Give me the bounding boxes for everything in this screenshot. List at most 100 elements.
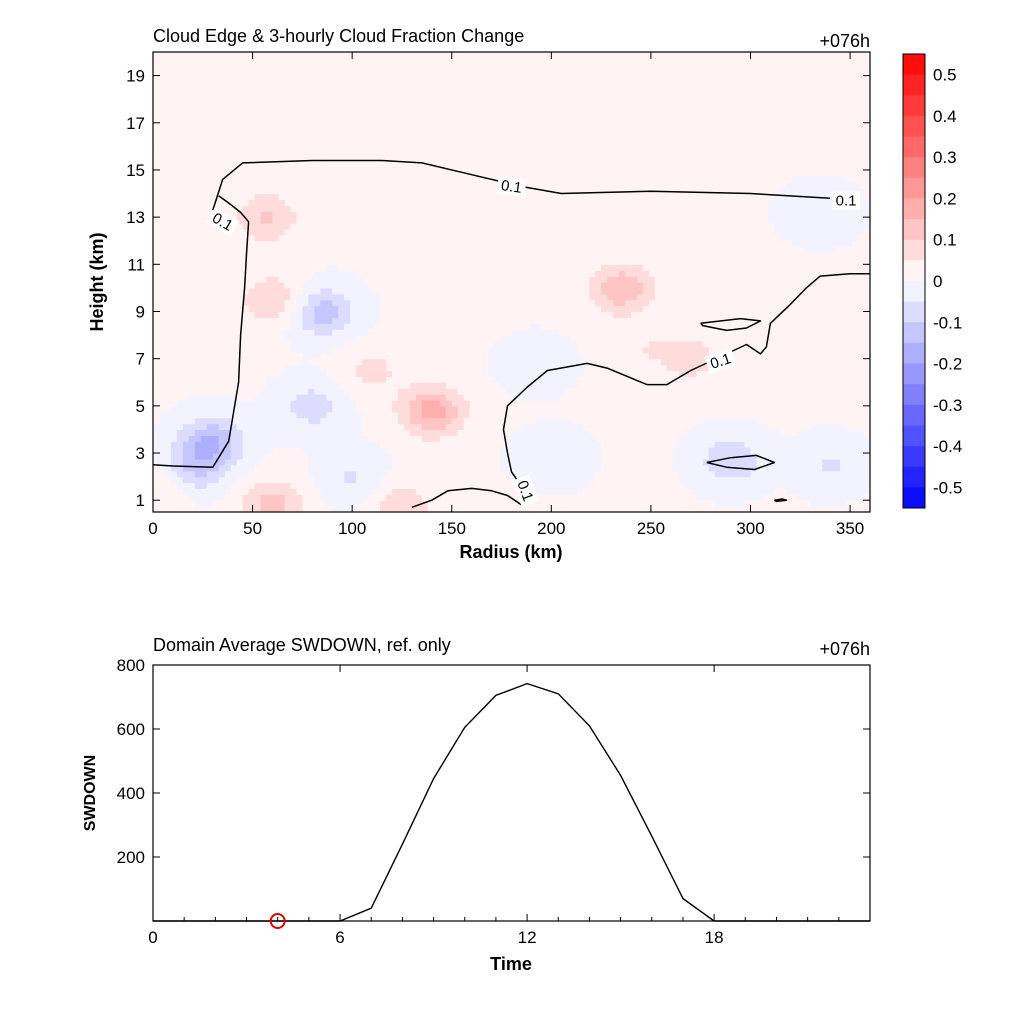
- heatmap-cell: [242, 87, 250, 94]
- heatmap-cell: [469, 193, 477, 201]
- heatmap-cell: [421, 110, 429, 118]
- heatmap-cell: [457, 305, 465, 313]
- heatmap-cell: [332, 329, 339, 336]
- heatmap-cell: [224, 105, 232, 112]
- heatmap-cell: [511, 211, 519, 218]
- heatmap-cell: [469, 311, 477, 318]
- heatmap-cell: [200, 258, 208, 265]
- heatmap-cell: [433, 169, 441, 177]
- heatmap-cell: [338, 52, 345, 59]
- heatmap-cell: [182, 105, 190, 112]
- heatmap-cell: [158, 181, 166, 189]
- heatmap-cell: [302, 234, 309, 242]
- heatmap-cell: [463, 158, 471, 165]
- heatmap-cell: [284, 128, 292, 136]
- heatmap-cell: [170, 128, 178, 136]
- heatmap-cell: [212, 93, 220, 100]
- heatmap-cell: [278, 270, 286, 277]
- heatmap-cell: [194, 193, 202, 201]
- heatmap-cell: [320, 164, 327, 171]
- heatmap-cell: [523, 458, 531, 466]
- heatmap-cell: [164, 217, 172, 224]
- heatmap-cell: [386, 240, 393, 248]
- heatmap-cell: [212, 317, 220, 324]
- heatmap-cell: [445, 246, 453, 254]
- heatmap-cell: [469, 146, 477, 153]
- heatmap-cell: [487, 128, 495, 136]
- heatmap-cell: [421, 364, 429, 372]
- heatmap-cell: [344, 211, 351, 218]
- heatmap-cell: [421, 193, 429, 201]
- heatmap-cell: [445, 394, 453, 401]
- heatmap-cell: [392, 500, 399, 507]
- heatmap-cell: [427, 181, 435, 189]
- heatmap-cell: [242, 246, 250, 254]
- heatmap-cell: [302, 211, 309, 218]
- heatmap-cell: [475, 352, 483, 360]
- heatmap-cell: [338, 494, 345, 501]
- heatmap-cell: [403, 146, 411, 153]
- heatmap-cell: [200, 63, 208, 71]
- heatmap-cell: [386, 358, 393, 366]
- heatmap-cell: [523, 352, 531, 360]
- heatmap-cell: [415, 199, 423, 206]
- heatmap-cell: [344, 447, 351, 454]
- heatmap-cell: [248, 146, 256, 153]
- heatmap-cell: [242, 405, 250, 413]
- heatmap-cell: [487, 52, 495, 59]
- heatmap-cell: [164, 75, 172, 83]
- heatmap-cell: [320, 258, 327, 265]
- heatmap-cell: [290, 299, 297, 307]
- heatmap-cell: [200, 358, 208, 366]
- heatmap-cell: [469, 258, 477, 265]
- heatmap-cell: [266, 282, 274, 289]
- heatmap-cell: [278, 75, 286, 83]
- heatmap-cell: [392, 441, 399, 448]
- heatmap-cell: [338, 134, 345, 142]
- heatmap-cell: [415, 122, 423, 130]
- heatmap-cell: [200, 217, 208, 224]
- heatmap-cell: [469, 335, 477, 342]
- heatmap-cell: [332, 175, 339, 183]
- heatmap-cell: [469, 246, 477, 254]
- heatmap-cell: [314, 246, 321, 254]
- heatmap-cell: [415, 470, 423, 478]
- heatmap-cell: [421, 270, 429, 277]
- heatmap-cell: [284, 340, 292, 348]
- heatmap-cell: [254, 99, 262, 106]
- heatmap-cell: [314, 187, 321, 195]
- heatmap-cell: [272, 258, 280, 265]
- heatmap-cell: [511, 105, 519, 112]
- heatmap-cell: [469, 205, 477, 212]
- heatmap-cell: [487, 81, 495, 88]
- heatmap-cell: [481, 293, 489, 301]
- heatmap-cell: [338, 423, 345, 431]
- heatmap-cell: [206, 158, 214, 165]
- heatmap-cell: [427, 470, 435, 478]
- heatmap-cell: [314, 181, 321, 189]
- heatmap-cell: [368, 282, 375, 289]
- heatmap-cell: [248, 234, 256, 242]
- heatmap-cell: [266, 453, 274, 460]
- heatmap-cell: [469, 399, 477, 407]
- heatmap-cell: [457, 470, 465, 478]
- heatmap-cell: [296, 464, 303, 472]
- heatmap-cell: [176, 175, 184, 183]
- heatmap-cell: [499, 329, 507, 336]
- heatmap-cell: [356, 69, 363, 77]
- heatmap-cell: [380, 270, 387, 277]
- heatmap-cell: [260, 146, 268, 153]
- heatmap-cell: [350, 323, 357, 330]
- heatmap-cell: [200, 234, 208, 242]
- heatmap-cell: [397, 482, 405, 490]
- heatmap-cell: [403, 199, 411, 206]
- heatmap-cell: [290, 134, 297, 142]
- heatmap-cell: [350, 417, 357, 425]
- heatmap-cell: [403, 405, 411, 413]
- heatmap-cell: [362, 93, 369, 100]
- heatmap-cell: [236, 223, 244, 230]
- heatmap-cell: [380, 293, 387, 301]
- heatmap-cell: [421, 488, 429, 495]
- heatmap-cell: [218, 358, 226, 366]
- heatmap-cell: [158, 458, 166, 466]
